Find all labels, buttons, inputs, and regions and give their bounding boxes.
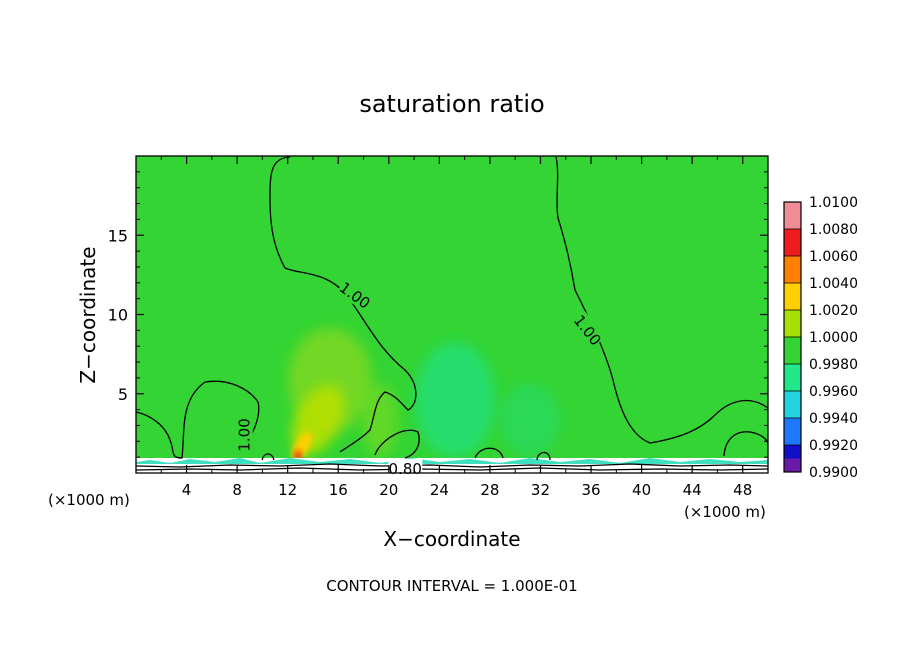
colorbar: 1.0100 1.0080 1.0060 1.0040 1.0020 1.0000 0.99… — [783, 195, 858, 481]
contour-bump-3 — [261, 453, 275, 461]
dry-patch-1 — [415, 342, 495, 458]
contour-right-100 — [555, 156, 768, 444]
x-tick-label: 44 — [683, 481, 702, 499]
y-tick-label: 10 — [108, 306, 128, 325]
colorbar-level-label: 0.9980 — [809, 357, 858, 373]
contour-interval-note: CONTOUR INTERVAL = 1.000E-01 — [326, 577, 577, 595]
colorbar-level-label: 0.9960 — [809, 384, 858, 400]
colorbar-level-label: 1.0080 — [809, 222, 858, 238]
y-tick-label: 15 — [108, 226, 128, 245]
chart-title: saturation ratio — [359, 90, 544, 118]
contour-left-lobe — [136, 380, 260, 459]
colorbar-level-label: 1.0100 — [809, 195, 858, 211]
x-tick-label: 16 — [329, 481, 348, 499]
colorbar-swatch — [784, 256, 801, 283]
x-tick-label: 48 — [733, 481, 752, 499]
colorbar-swatch — [784, 283, 801, 310]
x-tick-label: 4 — [182, 481, 192, 499]
contour-label-text: 0.80 — [389, 460, 422, 478]
dry-patch-2 — [500, 384, 560, 456]
contour-label-bg — [570, 310, 606, 349]
contour-label-bg — [234, 417, 253, 452]
colorbar-level-label: 0.9920 — [809, 438, 858, 454]
contour-label-text: 1.00 — [236, 418, 254, 451]
colorbar-swatch — [784, 337, 801, 364]
contour-label: 0.80 — [388, 459, 423, 478]
x-tick-label: 24 — [430, 481, 449, 499]
colorbar-swatch-bottom — [784, 458, 801, 472]
surface-cyan — [136, 458, 768, 464]
contour-right-lobe — [723, 431, 768, 457]
contour-surface-1 — [136, 463, 768, 468]
x-tick-label: 40 — [632, 481, 651, 499]
x-unit-right: (×1000 m) — [684, 503, 766, 521]
x-axis-label: X−coordinate — [383, 527, 520, 551]
colorbar-swatch — [784, 229, 801, 256]
colorbar-level-label: 1.0000 — [809, 330, 858, 346]
contour-bump-1 — [474, 447, 504, 459]
x-tick-label: 20 — [379, 481, 398, 499]
colorbar-swatch — [784, 310, 801, 337]
colorbar-swatch — [784, 202, 801, 229]
y-axis-ticks: 5 10 15 — [108, 171, 768, 458]
colorbar-swatch — [784, 364, 801, 391]
colorbar-level-label: 0.9940 — [809, 411, 858, 427]
x-tick-label: 8 — [232, 481, 242, 499]
x-tick-label: 28 — [480, 481, 499, 499]
contour-mid-lobe — [374, 429, 420, 459]
contour-left-100 — [269, 156, 417, 453]
colorbar-level-label: 0.9900 — [809, 465, 858, 481]
colorbar-level-label: 1.0040 — [809, 276, 858, 292]
x-tick-label: 12 — [278, 481, 297, 499]
x-axis-ticks: 4 8 12 16 20 24 28 32 36 40 44 48 — [160, 156, 752, 499]
colorbar-swatch — [784, 391, 801, 418]
contour-bump-2 — [536, 451, 551, 461]
colorbar-level-label: 1.0060 — [809, 249, 858, 265]
contour-label-bg — [336, 277, 375, 312]
y-axis-label: Z−coordinate — [76, 246, 100, 383]
colorbar-swatch — [784, 418, 801, 445]
contour-surface-2 — [136, 467, 768, 471]
contour-label: 1.00 — [234, 417, 254, 452]
colorbar-level-label: 1.0020 — [809, 303, 858, 319]
contour-lines — [136, 156, 768, 471]
x-tick-label: 36 — [581, 481, 600, 499]
x-unit-left: (×1000 m) — [48, 491, 130, 509]
x-tick-label: 32 — [531, 481, 550, 499]
y-tick-label: 5 — [118, 385, 128, 404]
